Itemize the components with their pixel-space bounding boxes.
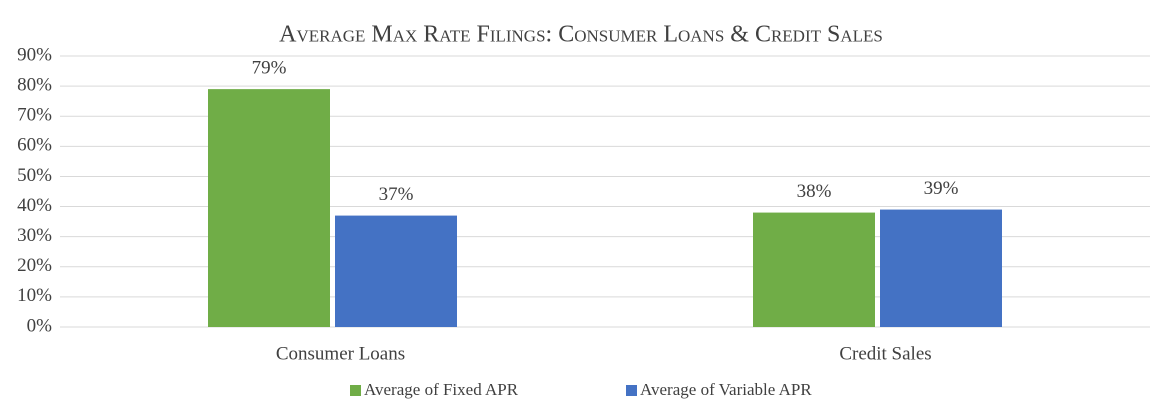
bar xyxy=(335,215,457,327)
y-tick-label: 60% xyxy=(17,135,52,156)
bar xyxy=(753,212,875,327)
y-tick-label: 90% xyxy=(17,44,52,65)
y-tick-label: 70% xyxy=(17,105,52,126)
y-tick-label: 30% xyxy=(17,225,52,246)
x-tick-label: Consumer Loans xyxy=(276,343,405,364)
y-tick-label: 20% xyxy=(17,255,52,276)
legend-swatch xyxy=(350,385,361,396)
data-label: 79% xyxy=(252,57,287,78)
data-label: 37% xyxy=(379,184,414,205)
legend-label: Average of Variable APR xyxy=(640,380,812,399)
bar xyxy=(880,209,1002,327)
x-tick-label: Credit Sales xyxy=(839,343,931,364)
bar xyxy=(208,89,330,327)
y-tick-label: 10% xyxy=(17,285,52,306)
legend-swatch xyxy=(626,385,637,396)
y-tick-label: 80% xyxy=(17,74,52,95)
y-tick-label: 0% xyxy=(27,315,53,336)
y-tick-label: 40% xyxy=(17,195,52,216)
data-label: 38% xyxy=(797,181,832,202)
data-label: 39% xyxy=(924,178,959,199)
y-tick-label: 50% xyxy=(17,165,52,186)
chart-title: Average Max Rate Filings: Consumer Loans… xyxy=(279,22,883,48)
legend-label: Average of Fixed APR xyxy=(364,380,519,399)
